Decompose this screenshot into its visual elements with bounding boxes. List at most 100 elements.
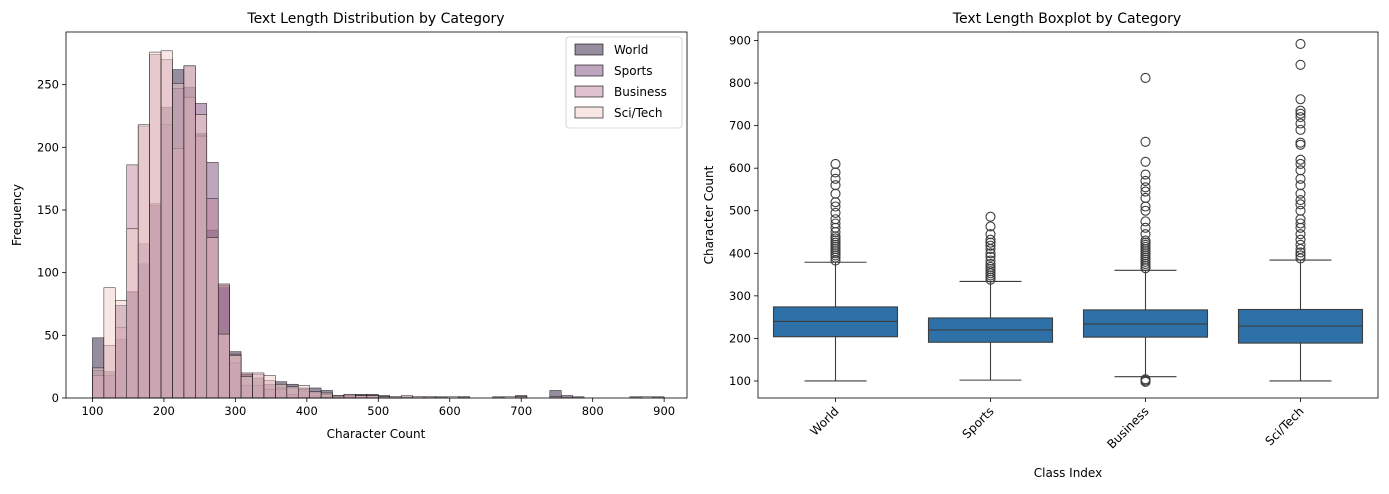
boxplot-boxes	[772, 38, 1364, 387]
y-tick-label: 50	[44, 328, 59, 342]
x-tick-label: Sci/Tech	[1262, 404, 1306, 448]
outlier-point	[1295, 105, 1306, 116]
outlier-point	[1295, 173, 1306, 184]
outlier-point	[1140, 182, 1151, 193]
outlier-point	[1295, 38, 1306, 49]
histogram-bar	[160, 50, 173, 399]
outlier-point	[1140, 229, 1151, 240]
histogram-x-ticks: 100 200 300 400 500 600 700 800 900	[81, 398, 675, 418]
outlier-point	[1295, 250, 1306, 261]
outlier-point	[985, 251, 996, 262]
boxplot-x-ticks: World Sports Business Sci/Tech	[807, 398, 1307, 452]
outlier-point	[830, 167, 841, 178]
outlier-point	[1295, 139, 1306, 150]
histogram-bar	[92, 367, 105, 399]
histogram-bar	[137, 124, 150, 399]
histogram-bar	[103, 287, 116, 399]
y-tick-label: 200	[729, 331, 751, 345]
histogram-bar	[183, 65, 196, 399]
histogram-bar	[126, 228, 139, 399]
histogram-bar	[149, 51, 162, 399]
outlier-point	[830, 218, 841, 229]
histogram-bars	[92, 50, 665, 399]
outlier-point	[985, 255, 996, 266]
x-tick-label: 600	[439, 404, 461, 418]
outlier-point	[1295, 124, 1306, 135]
histogram-bar	[172, 83, 185, 399]
outlier-point	[1140, 205, 1151, 216]
x-tick-label: 800	[582, 404, 604, 418]
outlier-point	[1295, 205, 1306, 216]
outlier-point	[985, 261, 996, 272]
histogram-bar	[297, 385, 310, 399]
outlier-point	[1295, 229, 1306, 240]
outlier-point	[1140, 216, 1151, 227]
y-tick-label: 200	[37, 140, 59, 154]
x-tick-label: 700	[510, 404, 532, 418]
x-tick-label: 900	[653, 404, 675, 418]
histogram-bar	[206, 237, 219, 399]
y-tick-label: 700	[729, 119, 751, 133]
legend-swatch	[574, 85, 604, 98]
outlier-point	[1295, 218, 1306, 229]
outlier-point	[1140, 156, 1151, 167]
outlier-point	[1295, 59, 1306, 70]
histogram-y-axis-label: Frequency	[10, 184, 24, 246]
outlier-point	[1295, 188, 1306, 199]
histogram-bar	[286, 386, 299, 399]
histogram-bar	[217, 333, 230, 399]
histogram-bar	[320, 392, 333, 399]
outlier-point	[1295, 154, 1306, 165]
outlier-point	[985, 221, 996, 232]
outlier-point	[1140, 136, 1151, 147]
outlier-point	[1295, 137, 1306, 148]
boxplot-y-axis-label: Character Count	[702, 165, 716, 264]
legend-label: Sports	[614, 64, 652, 78]
boxplot-plot-frame	[757, 31, 1379, 399]
x-tick-label: 100	[81, 404, 103, 418]
outlier-point	[1140, 374, 1151, 385]
outlier-point	[1140, 186, 1151, 197]
outlier-point	[1140, 192, 1151, 204]
outlier-point	[985, 240, 996, 251]
histogram-bar	[343, 393, 356, 399]
outlier-point	[1295, 94, 1306, 105]
outlier-point	[830, 201, 841, 212]
histogram-bar	[263, 375, 276, 399]
legend-swatch	[574, 43, 604, 56]
box-group	[1237, 38, 1364, 382]
outlier-point	[1295, 234, 1306, 245]
outlier-point	[985, 234, 996, 245]
y-tick-label: 900	[729, 34, 751, 48]
histogram-bar	[252, 372, 265, 399]
outlier-point	[985, 248, 996, 259]
box-group	[1082, 72, 1209, 387]
histogram-chart: Text Length Distribution by Category 100…	[10, 11, 688, 441]
outlier-point	[1295, 158, 1306, 169]
x-tick-label: 300	[224, 404, 246, 418]
legend-label: Sci/Tech	[614, 106, 662, 120]
outlier-point	[830, 207, 841, 218]
legend-swatch	[574, 64, 604, 77]
histogram-bar	[275, 383, 288, 399]
histogram-bar	[240, 376, 253, 399]
histogram-y-ticks: 0 50 100 150 200 250	[37, 78, 66, 405]
outlier-point	[1140, 175, 1151, 187]
outlier-point	[830, 180, 841, 191]
box-group	[772, 158, 899, 382]
outlier-point	[1295, 180, 1306, 191]
histogram-x-axis-label: Character Count	[327, 427, 426, 441]
x-tick-label: Business	[1104, 404, 1151, 451]
boxplot-x-axis-label: Class Index	[1034, 466, 1102, 480]
y-tick-label: 800	[729, 76, 751, 90]
y-tick-label: 0	[52, 391, 59, 405]
outlier-point	[830, 214, 841, 225]
histogram-bar	[115, 299, 127, 399]
outlier-point	[1295, 195, 1306, 206]
y-tick-label: 600	[729, 161, 751, 175]
outlier-point	[1140, 169, 1151, 180]
outlier-point	[1295, 239, 1306, 250]
x-tick-label: Sports	[960, 404, 997, 441]
x-tick-label: World	[807, 404, 841, 438]
